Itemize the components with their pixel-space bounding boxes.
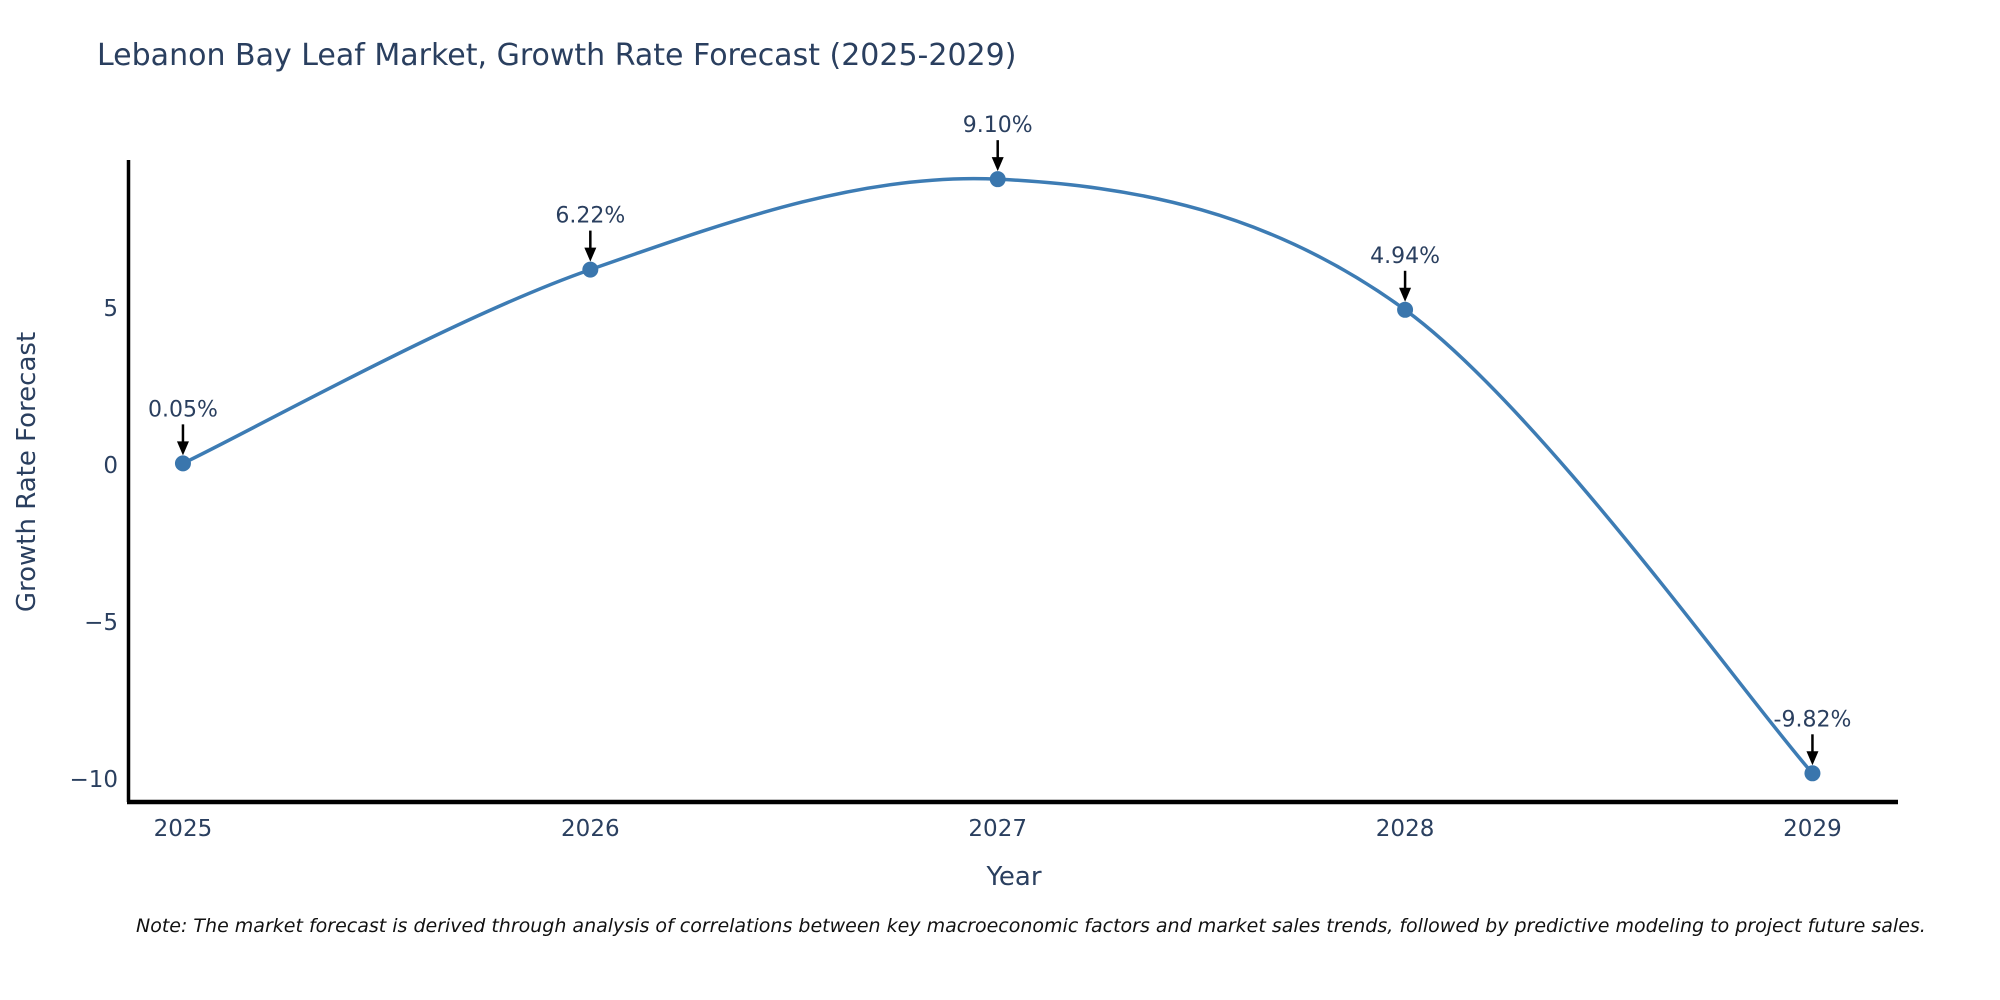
data-point-marker (989, 171, 1006, 188)
annotation-label: 6.22% (555, 204, 625, 229)
x-tick-label: 2028 (1376, 816, 1435, 842)
x-tick-label: 2027 (968, 816, 1027, 842)
annotation-arrow-head (1399, 287, 1412, 302)
data-point-marker (174, 455, 191, 472)
annotation-arrow-head (1806, 751, 1819, 766)
annotation-label: 0.05% (148, 397, 218, 422)
data-point-marker (1397, 301, 1414, 318)
annotation-label: 4.94% (1370, 244, 1440, 269)
x-tick-label: 2026 (561, 816, 620, 842)
annotation-label: -9.82% (1774, 707, 1852, 732)
chart-title: Lebanon Bay Leaf Market, Growth Rate For… (97, 38, 1017, 73)
x-tick-label: 2029 (1783, 816, 1842, 842)
annotation-arrow-head (176, 441, 189, 456)
footnote: Note: The market forecast is derived thr… (136, 915, 1926, 937)
annotation-label: 9.10% (963, 113, 1033, 138)
y-tick-label: −5 (84, 610, 118, 636)
annotation-arrow-head (584, 247, 597, 262)
x-tick-label: 2025 (154, 816, 213, 842)
annotation-arrow-head (991, 157, 1004, 172)
y-tick-label: −10 (69, 767, 118, 793)
y-tick-label: 5 (103, 296, 118, 322)
y-axis-title: Growth Rate Forecast (12, 331, 42, 613)
data-point-marker (582, 261, 599, 278)
forecast-line (182, 176, 1814, 775)
data-point-marker (1804, 765, 1821, 782)
x-axis-title: Year (986, 862, 1042, 892)
y-tick-label: 0 (103, 453, 118, 479)
